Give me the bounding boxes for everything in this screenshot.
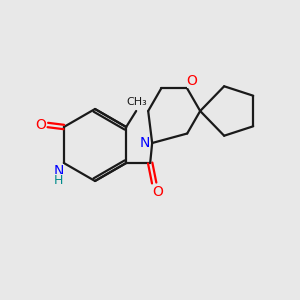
- Text: N: N: [140, 136, 150, 150]
- Text: O: O: [187, 74, 198, 88]
- Text: CH₃: CH₃: [127, 97, 148, 107]
- Text: O: O: [35, 118, 46, 132]
- Text: H: H: [54, 173, 64, 187]
- Text: N: N: [54, 164, 64, 178]
- Text: O: O: [153, 185, 164, 199]
